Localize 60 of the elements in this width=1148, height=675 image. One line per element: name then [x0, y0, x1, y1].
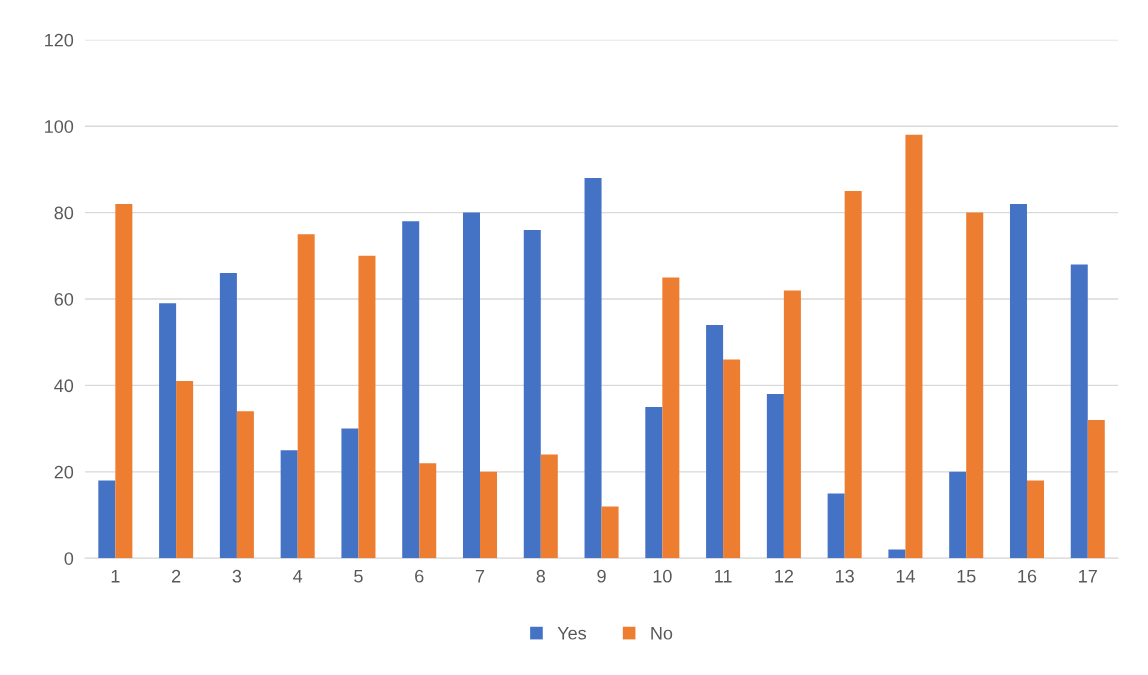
- x-tick-label: 2: [172, 569, 181, 583]
- x-tick-label: 17: [1079, 570, 1097, 583]
- bar: [341, 428, 359, 559]
- bar: [480, 471, 498, 559]
- bar: [297, 234, 315, 559]
- bar: [419, 463, 437, 559]
- x-tick-label: 11: [715, 570, 732, 583]
- bar: [844, 191, 862, 559]
- x-tick-label: 10: [653, 569, 672, 583]
- bar: [706, 324, 724, 559]
- bar: [402, 221, 420, 559]
- y-tick-label: 80: [54, 206, 74, 220]
- x-tick-label: 16: [1018, 569, 1037, 583]
- bar: [723, 359, 741, 559]
- bar: [236, 411, 254, 559]
- bar: [905, 134, 923, 559]
- bar: [462, 212, 480, 559]
- y-tick-label: 120: [45, 33, 74, 47]
- bar: [98, 480, 116, 559]
- bar: [601, 506, 619, 559]
- x-tick-label: 4: [293, 570, 303, 583]
- y-tick-label: 40: [54, 379, 74, 393]
- legend-label: Yes: [557, 626, 587, 640]
- bar: [115, 203, 133, 559]
- bar: [159, 303, 177, 559]
- bar: [1009, 203, 1027, 559]
- y-tick-label: 100: [45, 120, 74, 133]
- bar: [358, 255, 376, 559]
- bar: [783, 290, 801, 559]
- bar: [645, 407, 663, 559]
- x-tick-label: 3: [232, 569, 242, 583]
- x-tick-label: 1: [111, 570, 120, 583]
- y-tick-label: 60: [54, 292, 74, 306]
- y-tick-label: 20: [54, 465, 74, 479]
- x-tick-label: 6: [415, 569, 424, 583]
- bar: [766, 394, 784, 559]
- x-tick-label: 13: [835, 569, 854, 583]
- bar: [176, 381, 194, 559]
- bar: [966, 212, 984, 559]
- bar: [1070, 264, 1088, 559]
- bar: [523, 229, 541, 559]
- x-tick-label: 5: [354, 570, 363, 583]
- x-tick-label: 7: [475, 570, 485, 583]
- x-tick-label: 12: [775, 569, 794, 583]
- y-tick-label: 0: [64, 552, 74, 565]
- bar: [827, 493, 845, 559]
- x-tick-label: 14: [896, 570, 915, 583]
- x-tick-label: 8: [536, 569, 546, 583]
- x-tick-label: 15: [957, 570, 976, 583]
- bar: [949, 471, 967, 559]
- bar: [540, 454, 558, 559]
- bar: [280, 450, 298, 559]
- bar: [888, 549, 906, 559]
- bar: [1087, 419, 1105, 559]
- bar: [662, 277, 680, 559]
- bar: [584, 178, 602, 559]
- bar: [219, 273, 237, 559]
- x-tick-label: 9: [597, 569, 606, 583]
- legend-label: No: [651, 626, 673, 640]
- bar: [1026, 480, 1044, 559]
